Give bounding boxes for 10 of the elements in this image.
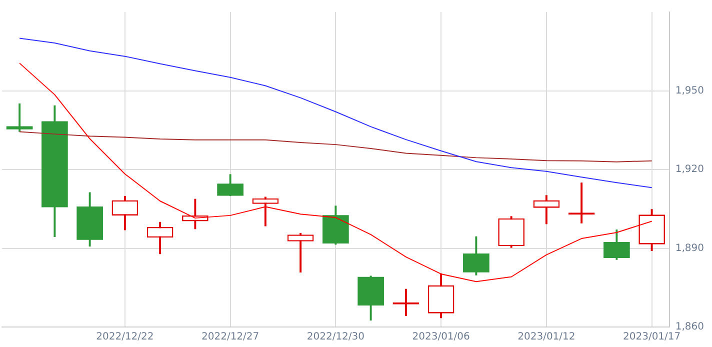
x-tick-label: 2023/01/06 [412,332,470,343]
y-tick-label: 1,890 [675,242,704,254]
y-tick-label: 1,950 [675,85,704,96]
x-tick-label: 2023/01/17 [622,332,681,343]
y-tick-label: 1,860 [675,322,704,333]
x-tick-label: 2022/12/30 [306,332,365,343]
x-tick-label: 2023/01/12 [518,332,576,343]
x-tick-label: 2022/12/27 [201,332,260,343]
x-tick-label: 2022/12/22 [96,332,154,343]
y-tick-label: 1,920 [675,164,704,176]
